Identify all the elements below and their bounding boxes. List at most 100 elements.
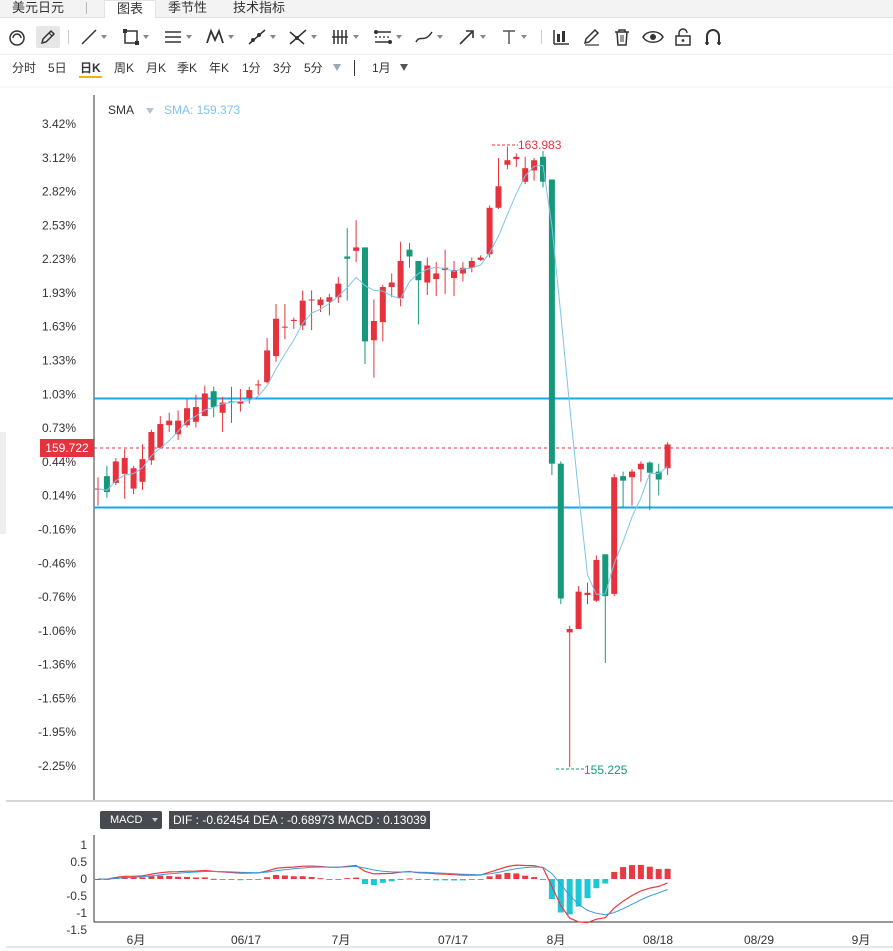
macd-bar [388, 879, 395, 882]
x-tick-label: 08/29 [744, 933, 774, 947]
tab-bar: 美元日元 图表 季节性 技术指标 [0, 0, 893, 18]
candle-body [264, 350, 271, 383]
macd-bar [495, 874, 502, 879]
tab-separator [86, 2, 87, 14]
period-separator [354, 60, 355, 76]
measure-icon[interactable] [551, 26, 571, 48]
macd-bar [299, 876, 306, 879]
macd-bar [370, 879, 377, 886]
macd-histogram [95, 864, 671, 915]
candle-body [477, 257, 484, 260]
macd-caret-icon [152, 818, 158, 822]
line-icon[interactable] [80, 26, 107, 48]
macd-bar [175, 876, 182, 879]
period-intraday[interactable]: 分时 [12, 61, 37, 75]
period-5min[interactable]: 5分 [304, 61, 323, 75]
macd-tick-label: -1 [76, 906, 87, 920]
macd-bar [575, 879, 582, 907]
magnet-u-icon[interactable] [703, 26, 723, 48]
candle-body [593, 559, 600, 601]
period-daily[interactable]: 日K [79, 60, 102, 78]
candle-body [433, 273, 440, 280]
sma-value: SMA: 159.373 [164, 103, 241, 117]
macd-bar [664, 868, 671, 879]
period-quarterly[interactable]: 季K [177, 61, 198, 75]
drawing-toolbar [0, 18, 893, 55]
macd-bar [246, 879, 253, 880]
x-tick-label: 8月 [547, 933, 566, 947]
fib-lines-icon[interactable] [330, 26, 359, 48]
candle-body [317, 299, 324, 306]
tab-symbol[interactable]: 美元日元 [12, 0, 65, 15]
range-selector[interactable]: 1月 [372, 61, 391, 75]
range-caret[interactable] [400, 64, 408, 71]
macd-tick-label: 0 [80, 872, 87, 886]
parallel-lines-icon[interactable] [163, 26, 192, 48]
period-5day[interactable]: 5日 [48, 61, 67, 75]
y-tick-label: 2.53% [42, 218, 76, 232]
macd-bar [486, 876, 493, 879]
sma-indicator-name[interactable]: SMA [108, 103, 135, 117]
candle-body [370, 321, 377, 341]
eye-icon[interactable] [642, 26, 664, 48]
macd-bar [148, 876, 155, 879]
magnet-icon[interactable] [7, 26, 27, 48]
channel-icon[interactable] [373, 26, 402, 48]
tab-technical[interactable]: 技术指标 [233, 0, 286, 15]
macd-bar [593, 879, 600, 889]
candle-body [210, 391, 217, 408]
side-panel-handle[interactable] [0, 432, 6, 534]
candle-body [201, 393, 208, 417]
period-1min[interactable]: 1分 [242, 61, 261, 75]
period-3min[interactable]: 3分 [273, 61, 292, 75]
candle-body [112, 461, 119, 483]
text-icon[interactable] [500, 26, 527, 48]
pencil-icon[interactable] [36, 26, 60, 48]
candle-body [620, 476, 627, 481]
candle-body [273, 318, 279, 357]
macd-bar [459, 879, 466, 881]
period-monthly[interactable]: 月K [146, 61, 167, 75]
candle-body [353, 247, 360, 251]
macd-bar [255, 879, 262, 880]
tab-chart[interactable]: 图表 [104, 0, 156, 18]
y-tick-label: -0.76% [38, 590, 76, 604]
tab-seasonality[interactable]: 季节性 [168, 0, 208, 15]
candlesticks [95, 146, 671, 768]
arrow-icon[interactable] [457, 26, 486, 48]
macd-bar [531, 877, 538, 879]
macd-bar [540, 879, 546, 880]
period-yearly[interactable]: 年K [209, 61, 230, 75]
macd-dif-line [97, 864, 668, 924]
lock-icon[interactable] [673, 26, 693, 48]
rectangle-icon[interactable] [122, 26, 149, 48]
macd-bar [504, 872, 511, 879]
candle-body [664, 444, 671, 469]
fork-icon[interactable] [288, 26, 317, 48]
y-tick-label: -2.25% [38, 759, 76, 773]
macd-bar [335, 879, 342, 880]
toolbar-separator [541, 30, 542, 44]
macd-bar [522, 875, 529, 879]
candle-body [468, 261, 475, 268]
pattern-icon[interactable] [205, 26, 234, 48]
edit-icon[interactable] [582, 26, 602, 48]
period-weekly[interactable]: 周K [114, 61, 135, 75]
y-tick-label: -1.06% [38, 624, 76, 638]
ray-icon[interactable] [247, 26, 276, 48]
macd-bar [548, 879, 555, 900]
macd-bar [281, 875, 288, 879]
sma-dropdown-caret[interactable] [146, 108, 154, 114]
candle-body [504, 160, 511, 165]
brush-icon[interactable] [414, 26, 443, 48]
candle-body [175, 420, 182, 435]
macd-bar [290, 876, 297, 879]
candle-body [513, 156, 520, 160]
y-axis-labels: 3.42% 3.12% 2.82% 2.53% 2.23% 1.93% 1.63% 1.33%… [38, 117, 76, 773]
macd-indicator-button[interactable]: MACD [100, 811, 162, 829]
more-periods-caret[interactable] [333, 64, 341, 71]
x-axis-labels: 6月 06/17 7月 07/17 8月 08/18 08/29 9月 [127, 933, 871, 947]
macd-bar [201, 877, 208, 879]
trash-icon[interactable] [612, 26, 632, 48]
macd-bar [584, 879, 591, 899]
